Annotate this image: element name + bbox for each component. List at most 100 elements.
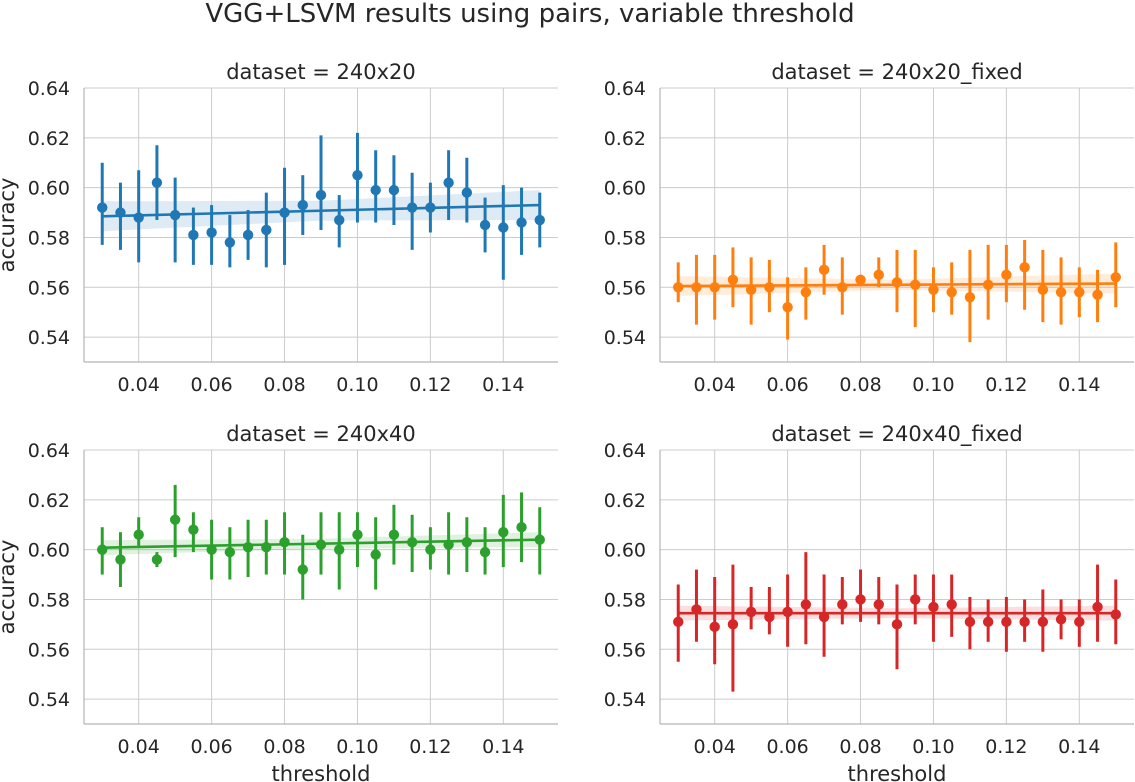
y-tick-label: 0.56 bbox=[28, 277, 70, 299]
data-point bbox=[764, 282, 775, 293]
data-point bbox=[964, 292, 976, 303]
y-tick-label: 0.58 bbox=[604, 227, 646, 249]
data-point bbox=[279, 536, 290, 548]
x-tick-label: 0.06 bbox=[190, 736, 232, 758]
data-point bbox=[115, 207, 126, 218]
x-tick-label: 0.08 bbox=[263, 736, 305, 758]
data-point bbox=[388, 529, 400, 540]
data-point bbox=[224, 237, 236, 248]
data-point bbox=[745, 284, 757, 295]
data-point bbox=[1074, 616, 1085, 628]
data-point bbox=[461, 187, 473, 198]
x-tick-label: 0.14 bbox=[1058, 736, 1100, 758]
data-point bbox=[782, 302, 793, 313]
data-point bbox=[97, 544, 108, 555]
data-point bbox=[169, 209, 181, 221]
x-axis-label: threshold bbox=[272, 762, 371, 782]
data-point bbox=[133, 529, 144, 540]
data-point bbox=[151, 554, 163, 565]
y-tick-label: 0.62 bbox=[604, 490, 646, 512]
data-point bbox=[534, 214, 545, 226]
data-point bbox=[1074, 287, 1085, 298]
data-point bbox=[910, 279, 921, 290]
x-tick-label: 0.14 bbox=[482, 736, 524, 758]
data-point bbox=[1055, 614, 1067, 625]
data-point bbox=[1092, 601, 1103, 613]
y-axis-label: accuracy bbox=[0, 540, 19, 635]
y-tick-label: 0.58 bbox=[604, 589, 646, 611]
data-point bbox=[891, 619, 903, 630]
data-point bbox=[169, 514, 181, 525]
data-point bbox=[673, 282, 684, 293]
data-point bbox=[352, 169, 363, 181]
data-point bbox=[334, 214, 345, 226]
data-point bbox=[388, 184, 400, 196]
data-point bbox=[461, 536, 473, 548]
data-point bbox=[534, 534, 545, 545]
data-point bbox=[946, 599, 957, 610]
panel-title: dataset = 240x20 bbox=[226, 60, 416, 84]
x-tick-label: 0.12 bbox=[985, 736, 1027, 758]
panel-title: dataset = 240x40 bbox=[226, 422, 416, 446]
x-tick-label: 0.10 bbox=[336, 374, 378, 396]
x-tick-label: 0.06 bbox=[766, 736, 808, 758]
data-point bbox=[873, 269, 884, 281]
data-point bbox=[891, 277, 903, 288]
data-point bbox=[1037, 616, 1049, 628]
panel-1: 0.04 0.06 0.08 0.10 0.12 0.14 0.54 0.56 0.58 0.60… bbox=[0, 60, 558, 396]
x-tick-label: 0.10 bbox=[912, 736, 954, 758]
y-tick-label: 0.56 bbox=[604, 639, 646, 661]
y-tick-label: 0.62 bbox=[28, 490, 70, 512]
data-point bbox=[982, 279, 994, 290]
y-tick-label: 0.58 bbox=[28, 227, 70, 249]
data-point bbox=[946, 287, 957, 298]
data-point bbox=[1055, 287, 1067, 298]
data-point bbox=[1019, 262, 1030, 273]
data-point bbox=[443, 177, 454, 188]
y-tick-label: 0.54 bbox=[28, 689, 70, 711]
data-point bbox=[97, 202, 108, 213]
y-tick-label: 0.64 bbox=[604, 78, 646, 100]
data-point bbox=[425, 544, 436, 555]
x-tick-label: 0.12 bbox=[409, 736, 451, 758]
y-axis-label: accuracy bbox=[0, 178, 19, 273]
data-point bbox=[910, 594, 921, 605]
data-point bbox=[709, 282, 720, 293]
x-tick-label: 0.10 bbox=[336, 736, 378, 758]
data-point bbox=[818, 264, 830, 276]
data-point bbox=[352, 529, 363, 540]
x-tick-label: 0.12 bbox=[985, 374, 1027, 396]
x-tick-label: 0.08 bbox=[839, 374, 881, 396]
y-tick-label: 0.58 bbox=[28, 589, 70, 611]
y-tick-label: 0.62 bbox=[28, 128, 70, 150]
x-tick-label: 0.08 bbox=[839, 736, 881, 758]
data-point bbox=[498, 222, 509, 233]
figure-title: VGG+LSVM results using pairs, variable t… bbox=[205, 0, 854, 29]
y-tick-label: 0.62 bbox=[604, 128, 646, 150]
data-point bbox=[727, 274, 739, 285]
y-tick-label: 0.54 bbox=[28, 327, 70, 349]
data-point bbox=[315, 539, 327, 550]
data-point bbox=[1110, 609, 1121, 620]
data-point bbox=[188, 229, 199, 241]
data-point bbox=[406, 202, 418, 213]
data-point bbox=[224, 546, 236, 558]
x-tick-label: 0.04 bbox=[694, 374, 736, 396]
data-point bbox=[709, 621, 720, 633]
data-point bbox=[261, 224, 272, 236]
y-tick-label: 0.64 bbox=[28, 440, 70, 462]
data-point bbox=[370, 184, 381, 196]
data-point bbox=[800, 287, 812, 298]
data-point bbox=[297, 199, 308, 211]
y-tick-label: 0.56 bbox=[28, 639, 70, 661]
x-tick-label: 0.04 bbox=[694, 736, 736, 758]
x-axis-label: threshold bbox=[848, 762, 947, 782]
data-point bbox=[1001, 269, 1012, 281]
data-point bbox=[691, 282, 702, 293]
data-point bbox=[279, 207, 290, 218]
x-tick-label: 0.14 bbox=[482, 374, 524, 396]
data-point bbox=[443, 539, 454, 550]
data-point bbox=[855, 594, 866, 605]
y-tick-label: 0.64 bbox=[28, 78, 70, 100]
panel-title: dataset = 240x20_fixed bbox=[771, 60, 1022, 85]
